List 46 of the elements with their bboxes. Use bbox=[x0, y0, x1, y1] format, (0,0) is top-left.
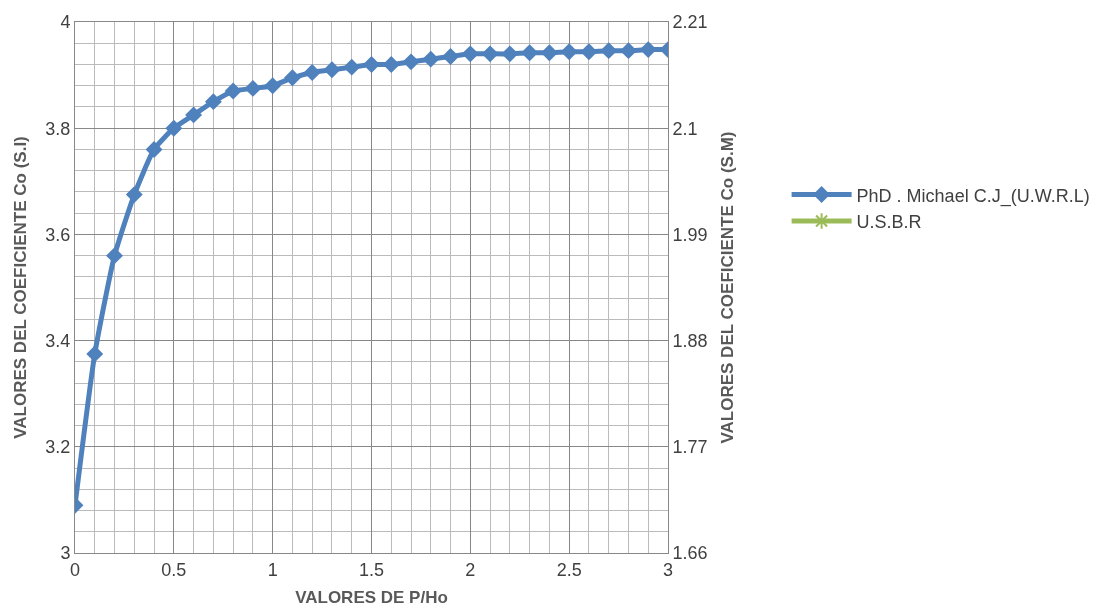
y-axis-title: VALORES DEL COEFICIENTE Co (S.I) bbox=[10, 136, 30, 439]
point bbox=[303, 64, 321, 81]
point bbox=[165, 119, 183, 137]
x-tick-label: 0.5 bbox=[161, 559, 187, 580]
point bbox=[106, 247, 123, 265]
point bbox=[244, 79, 262, 97]
x-tick-label: 2 bbox=[465, 559, 476, 580]
y-tick-label: 3.4 bbox=[45, 330, 71, 351]
point bbox=[481, 45, 499, 63]
y-tick-label: 3.2 bbox=[45, 437, 71, 458]
x-tick-label: 1.5 bbox=[358, 559, 385, 580]
point bbox=[185, 106, 203, 124]
x-tick-label: 2.5 bbox=[556, 559, 582, 580]
legend-label: U.S.B.R bbox=[856, 211, 922, 232]
x-tick-label: 0 bbox=[69, 559, 81, 580]
point bbox=[620, 42, 637, 60]
point bbox=[343, 58, 361, 76]
point bbox=[264, 77, 282, 95]
legend-label: PhD . Michael C.J_(U.W.R.L) bbox=[856, 185, 1090, 207]
point bbox=[224, 82, 242, 100]
point bbox=[442, 48, 460, 65]
y-tick-label: 3 bbox=[60, 543, 71, 564]
point bbox=[204, 93, 222, 111]
point bbox=[283, 69, 301, 87]
point bbox=[363, 56, 380, 73]
point bbox=[125, 186, 143, 204]
point bbox=[145, 140, 163, 158]
y2-axis-title: VALORES DEL COEFICIENTE Co (S.M) bbox=[718, 131, 738, 444]
point bbox=[402, 53, 420, 71]
x-tick-label: 3 bbox=[662, 559, 674, 580]
y2-tick-label: 2.1 bbox=[672, 118, 698, 139]
point bbox=[422, 50, 440, 68]
point bbox=[86, 345, 104, 363]
y2-tick-label: 1.77 bbox=[672, 437, 708, 458]
y-tick-label: 4 bbox=[60, 12, 71, 33]
y2-tick-label: 1.99 bbox=[672, 224, 708, 245]
x-tick-label: 1 bbox=[267, 559, 278, 580]
y-tick-label: 3.6 bbox=[45, 224, 71, 245]
point bbox=[461, 45, 479, 63]
y2-tick-label: 1.66 bbox=[672, 543, 708, 564]
point bbox=[560, 43, 578, 61]
y2-tick-label: 2.21 bbox=[672, 12, 708, 33]
x-axis-title: VALORES DE P/Ho bbox=[295, 588, 448, 607]
point bbox=[323, 61, 341, 79]
y-tick-label: 3.8 bbox=[45, 118, 71, 139]
y2-tick-label: 1.88 bbox=[672, 330, 708, 351]
